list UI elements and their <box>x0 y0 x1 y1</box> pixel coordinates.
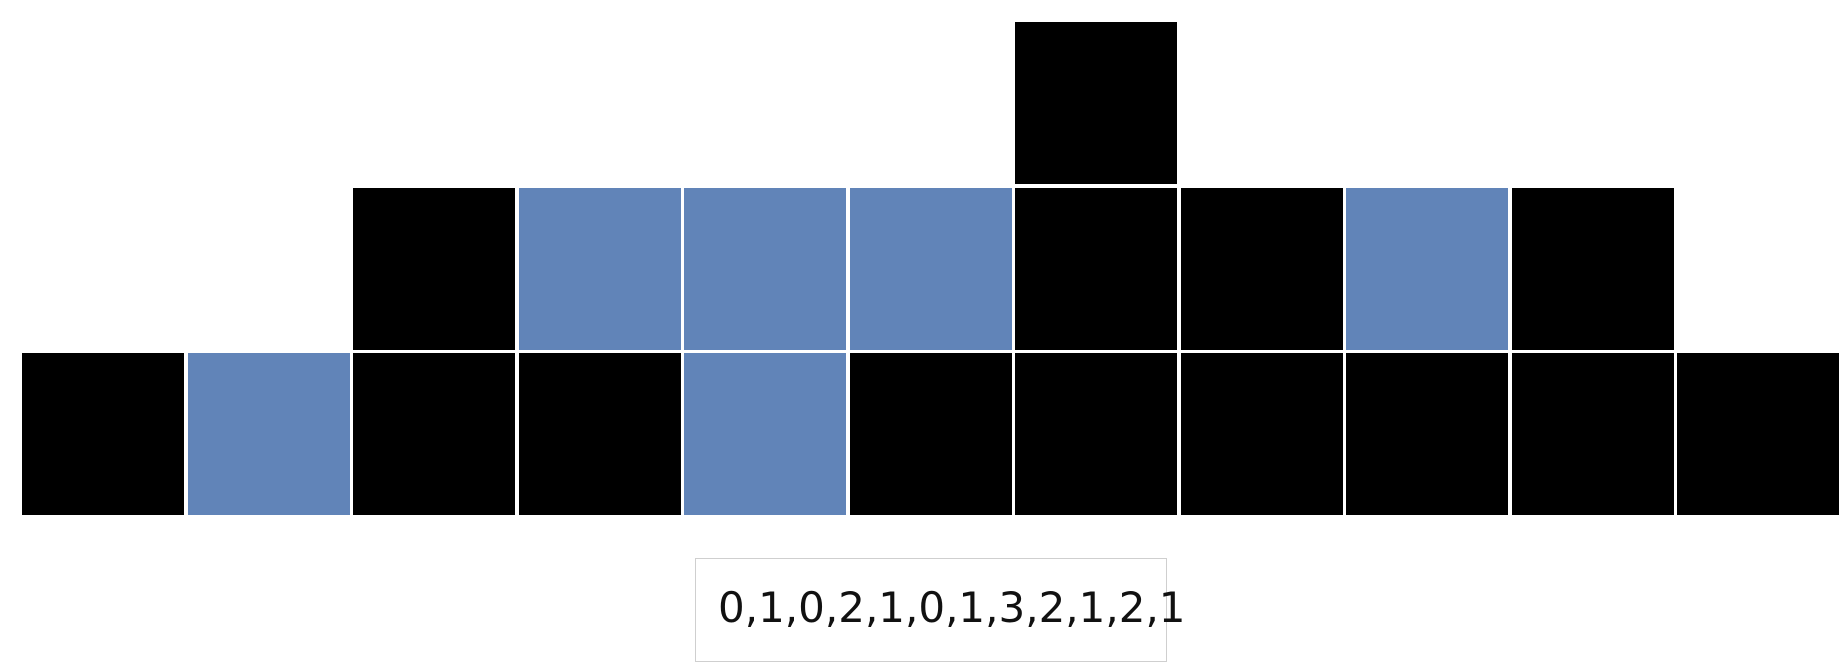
wall-cell <box>849 353 1012 515</box>
wall-cell <box>1015 22 1177 184</box>
wall-cell <box>1180 187 1343 350</box>
wall-cell <box>518 353 681 515</box>
wall-cell <box>353 353 515 515</box>
wall-cell <box>22 353 184 515</box>
heights-input[interactable]: 0,1,0,2,1,0,1,3,2,1,2,1 <box>695 558 1186 662</box>
water-cell <box>518 187 681 350</box>
water-cell <box>684 353 846 515</box>
wall-cell <box>353 187 515 350</box>
wall-cell <box>1015 187 1177 350</box>
wall-cell <box>1015 353 1177 515</box>
water-cell <box>849 187 1012 350</box>
water-cell <box>1346 187 1508 350</box>
water-cell <box>684 187 846 350</box>
wall-cell <box>1511 187 1674 350</box>
trapping-rain-water-grid <box>22 22 1839 515</box>
water-cell <box>187 353 350 515</box>
wall-cell <box>1180 353 1343 515</box>
wall-cell <box>1346 353 1508 515</box>
heights-input-value: 0,1,0,2,1,0,1,3,2,1,2,1 <box>718 583 1186 632</box>
wall-cell <box>1511 353 1674 515</box>
wall-cell <box>1677 353 1839 515</box>
